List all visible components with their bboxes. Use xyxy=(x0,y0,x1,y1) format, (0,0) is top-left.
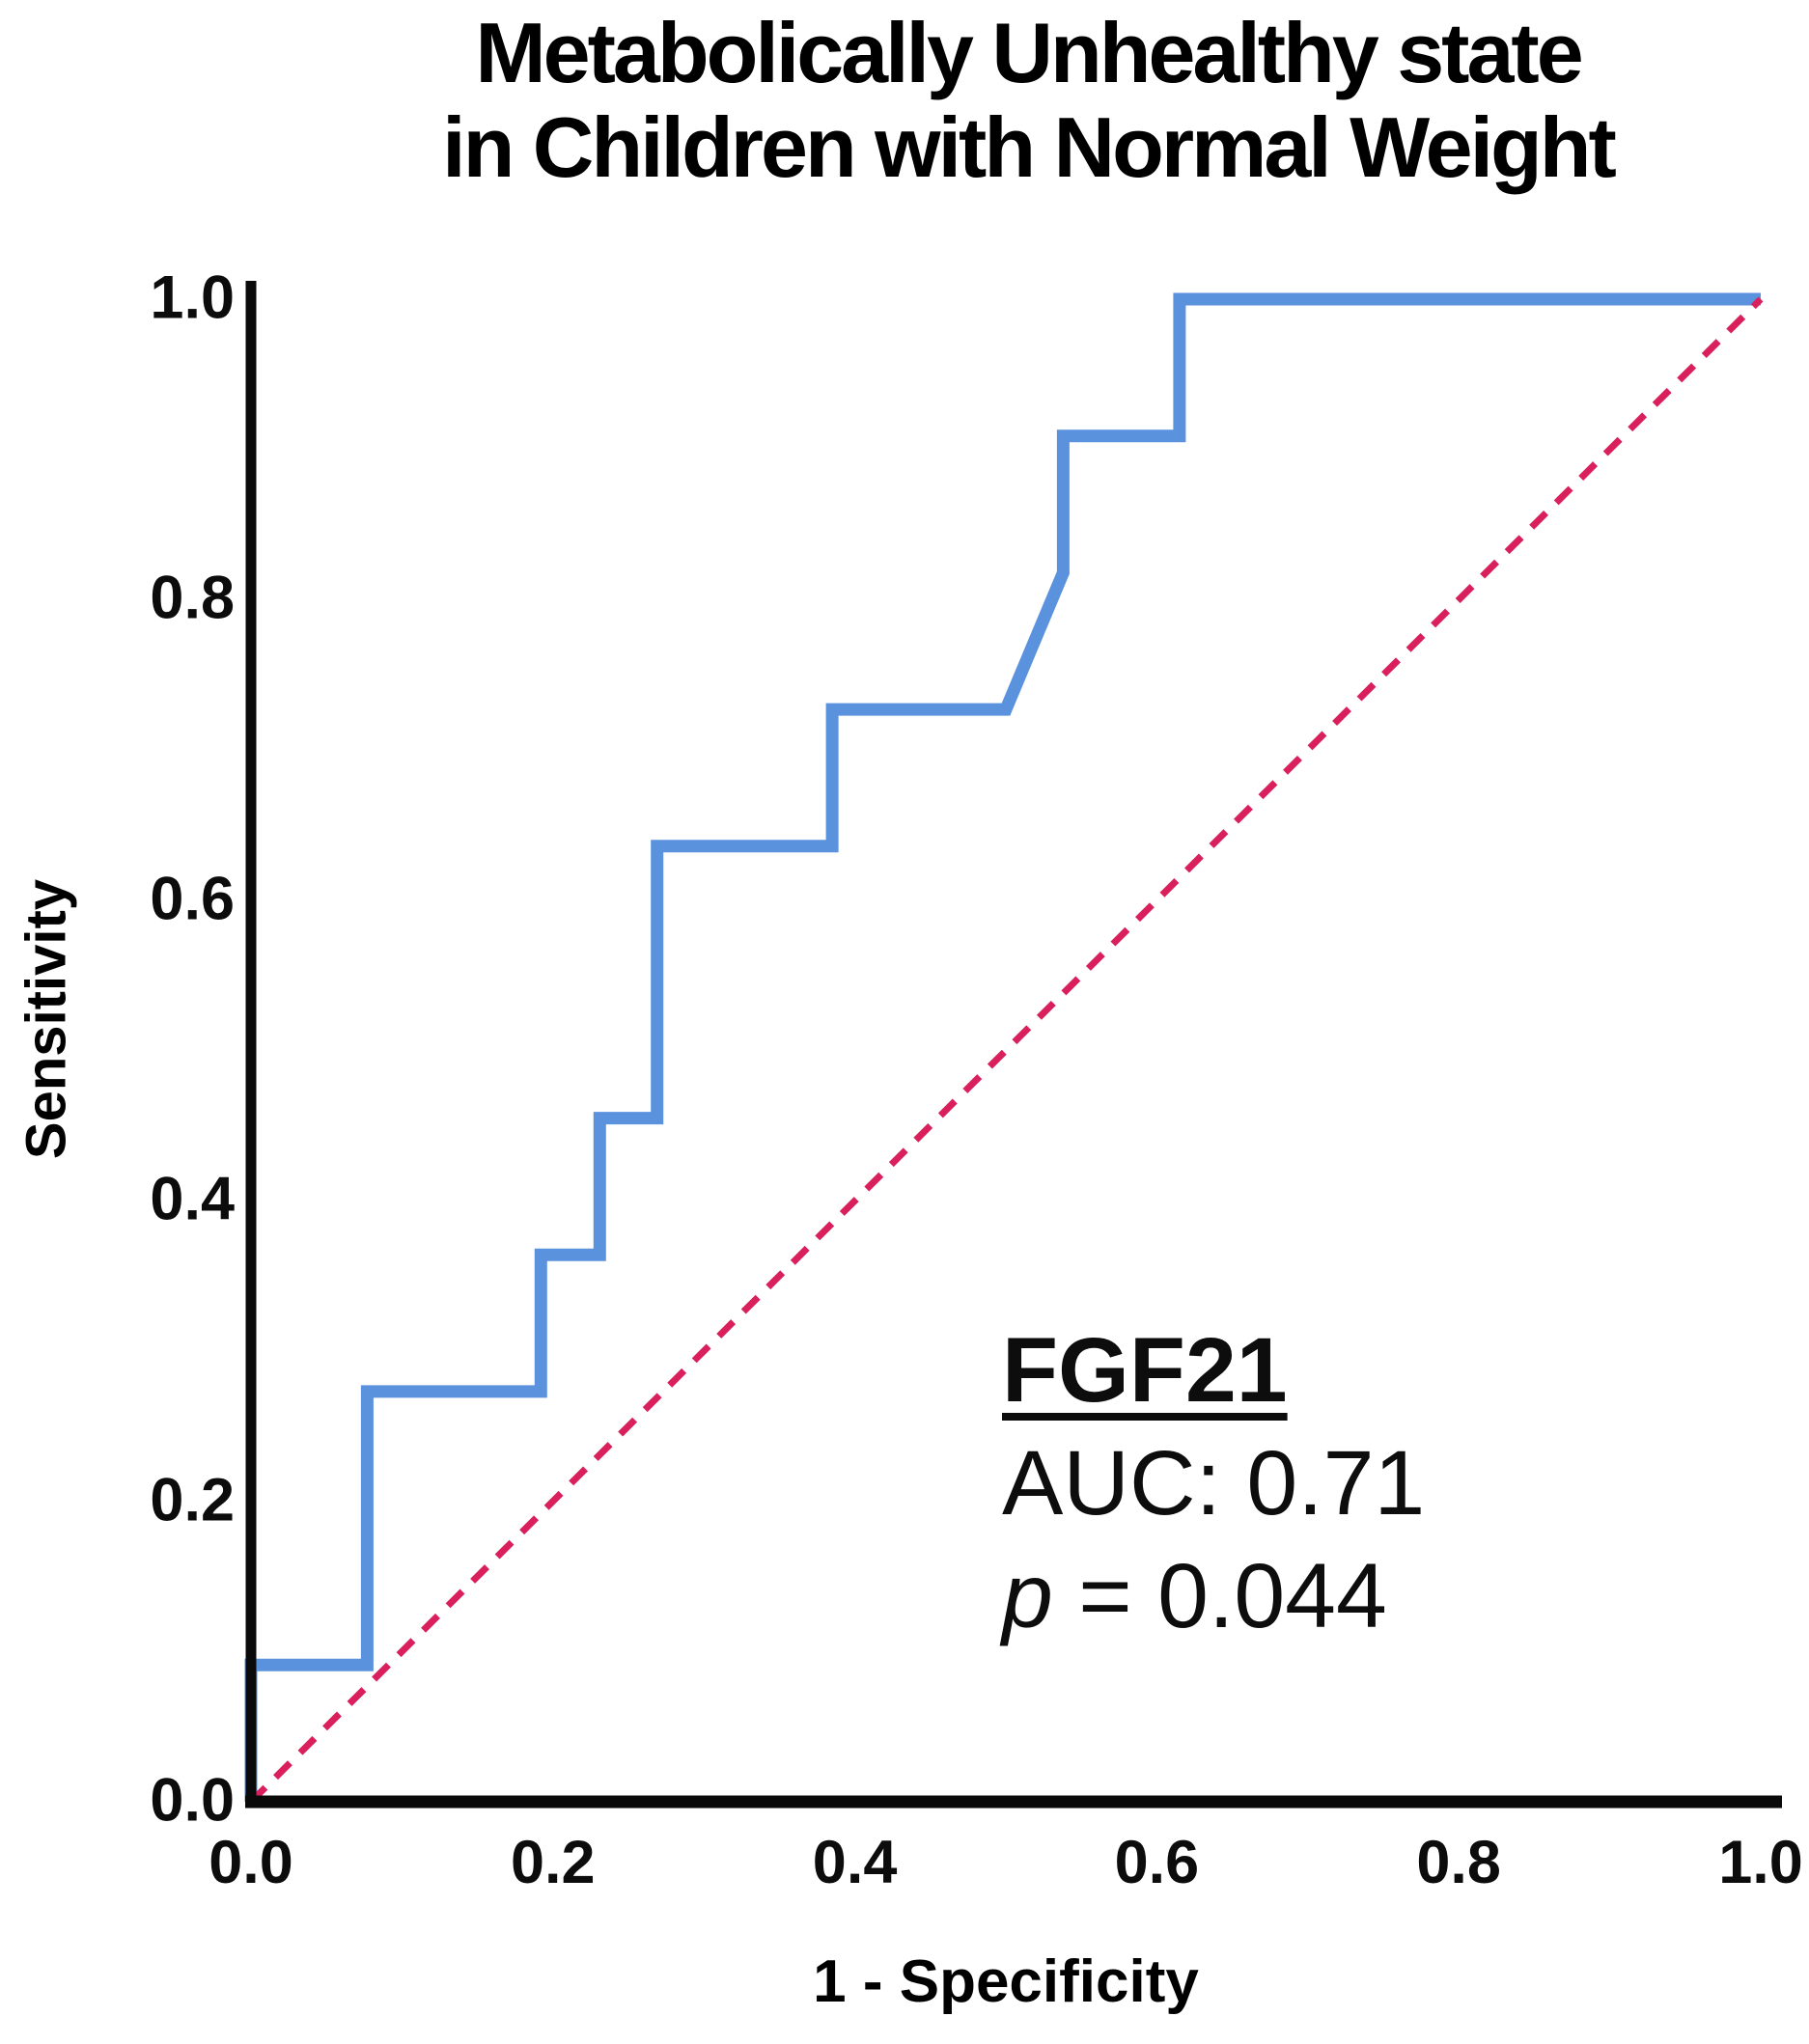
chart-title-line2: in Children with Normal Weight xyxy=(442,99,1617,195)
y-axis-title: Sensitivity xyxy=(14,878,78,1160)
y-tick-label: 0.0 xyxy=(150,1766,235,1835)
annotation-marker-name: FGF21 xyxy=(1002,1319,1288,1422)
chart-title: Metabolically Unhealthy state in Childre… xyxy=(251,6,1805,195)
x-axis-title: 1 - Specificity xyxy=(813,1948,1199,2015)
x-tick-label: 0.0 xyxy=(209,1829,293,1896)
y-tick-label: 0.4 xyxy=(150,1165,235,1233)
p-symbol: p xyxy=(1002,1545,1053,1647)
y-tick-label: 0.2 xyxy=(150,1466,235,1534)
x-tick-label: 0.4 xyxy=(812,1829,898,1896)
y-tick-label: 1.0 xyxy=(150,263,235,332)
x-tick-label: 0.6 xyxy=(1114,1829,1200,1896)
x-tick-label: 0.8 xyxy=(1416,1829,1501,1896)
y-tick-label: 0.6 xyxy=(150,865,235,933)
chart-title-line1: Metabolically Unhealthy state xyxy=(475,5,1583,100)
p-value-text: = 0.044 xyxy=(1052,1545,1387,1647)
x-tick-label: 0.2 xyxy=(511,1829,596,1896)
reference-diagonal-line xyxy=(248,296,1764,1805)
annotation-p-value: p = 0.044 xyxy=(1002,1540,1425,1653)
annotation-auc: AUC: 0.71 xyxy=(1002,1432,1426,1534)
annotation-block: FGF21 AUC: 0.71 p = 0.044 xyxy=(1002,1314,1425,1653)
roc-curve-line xyxy=(244,292,1761,1802)
x-tick-label: 1.0 xyxy=(1718,1829,1803,1896)
y-tick-label: 0.8 xyxy=(150,564,235,632)
